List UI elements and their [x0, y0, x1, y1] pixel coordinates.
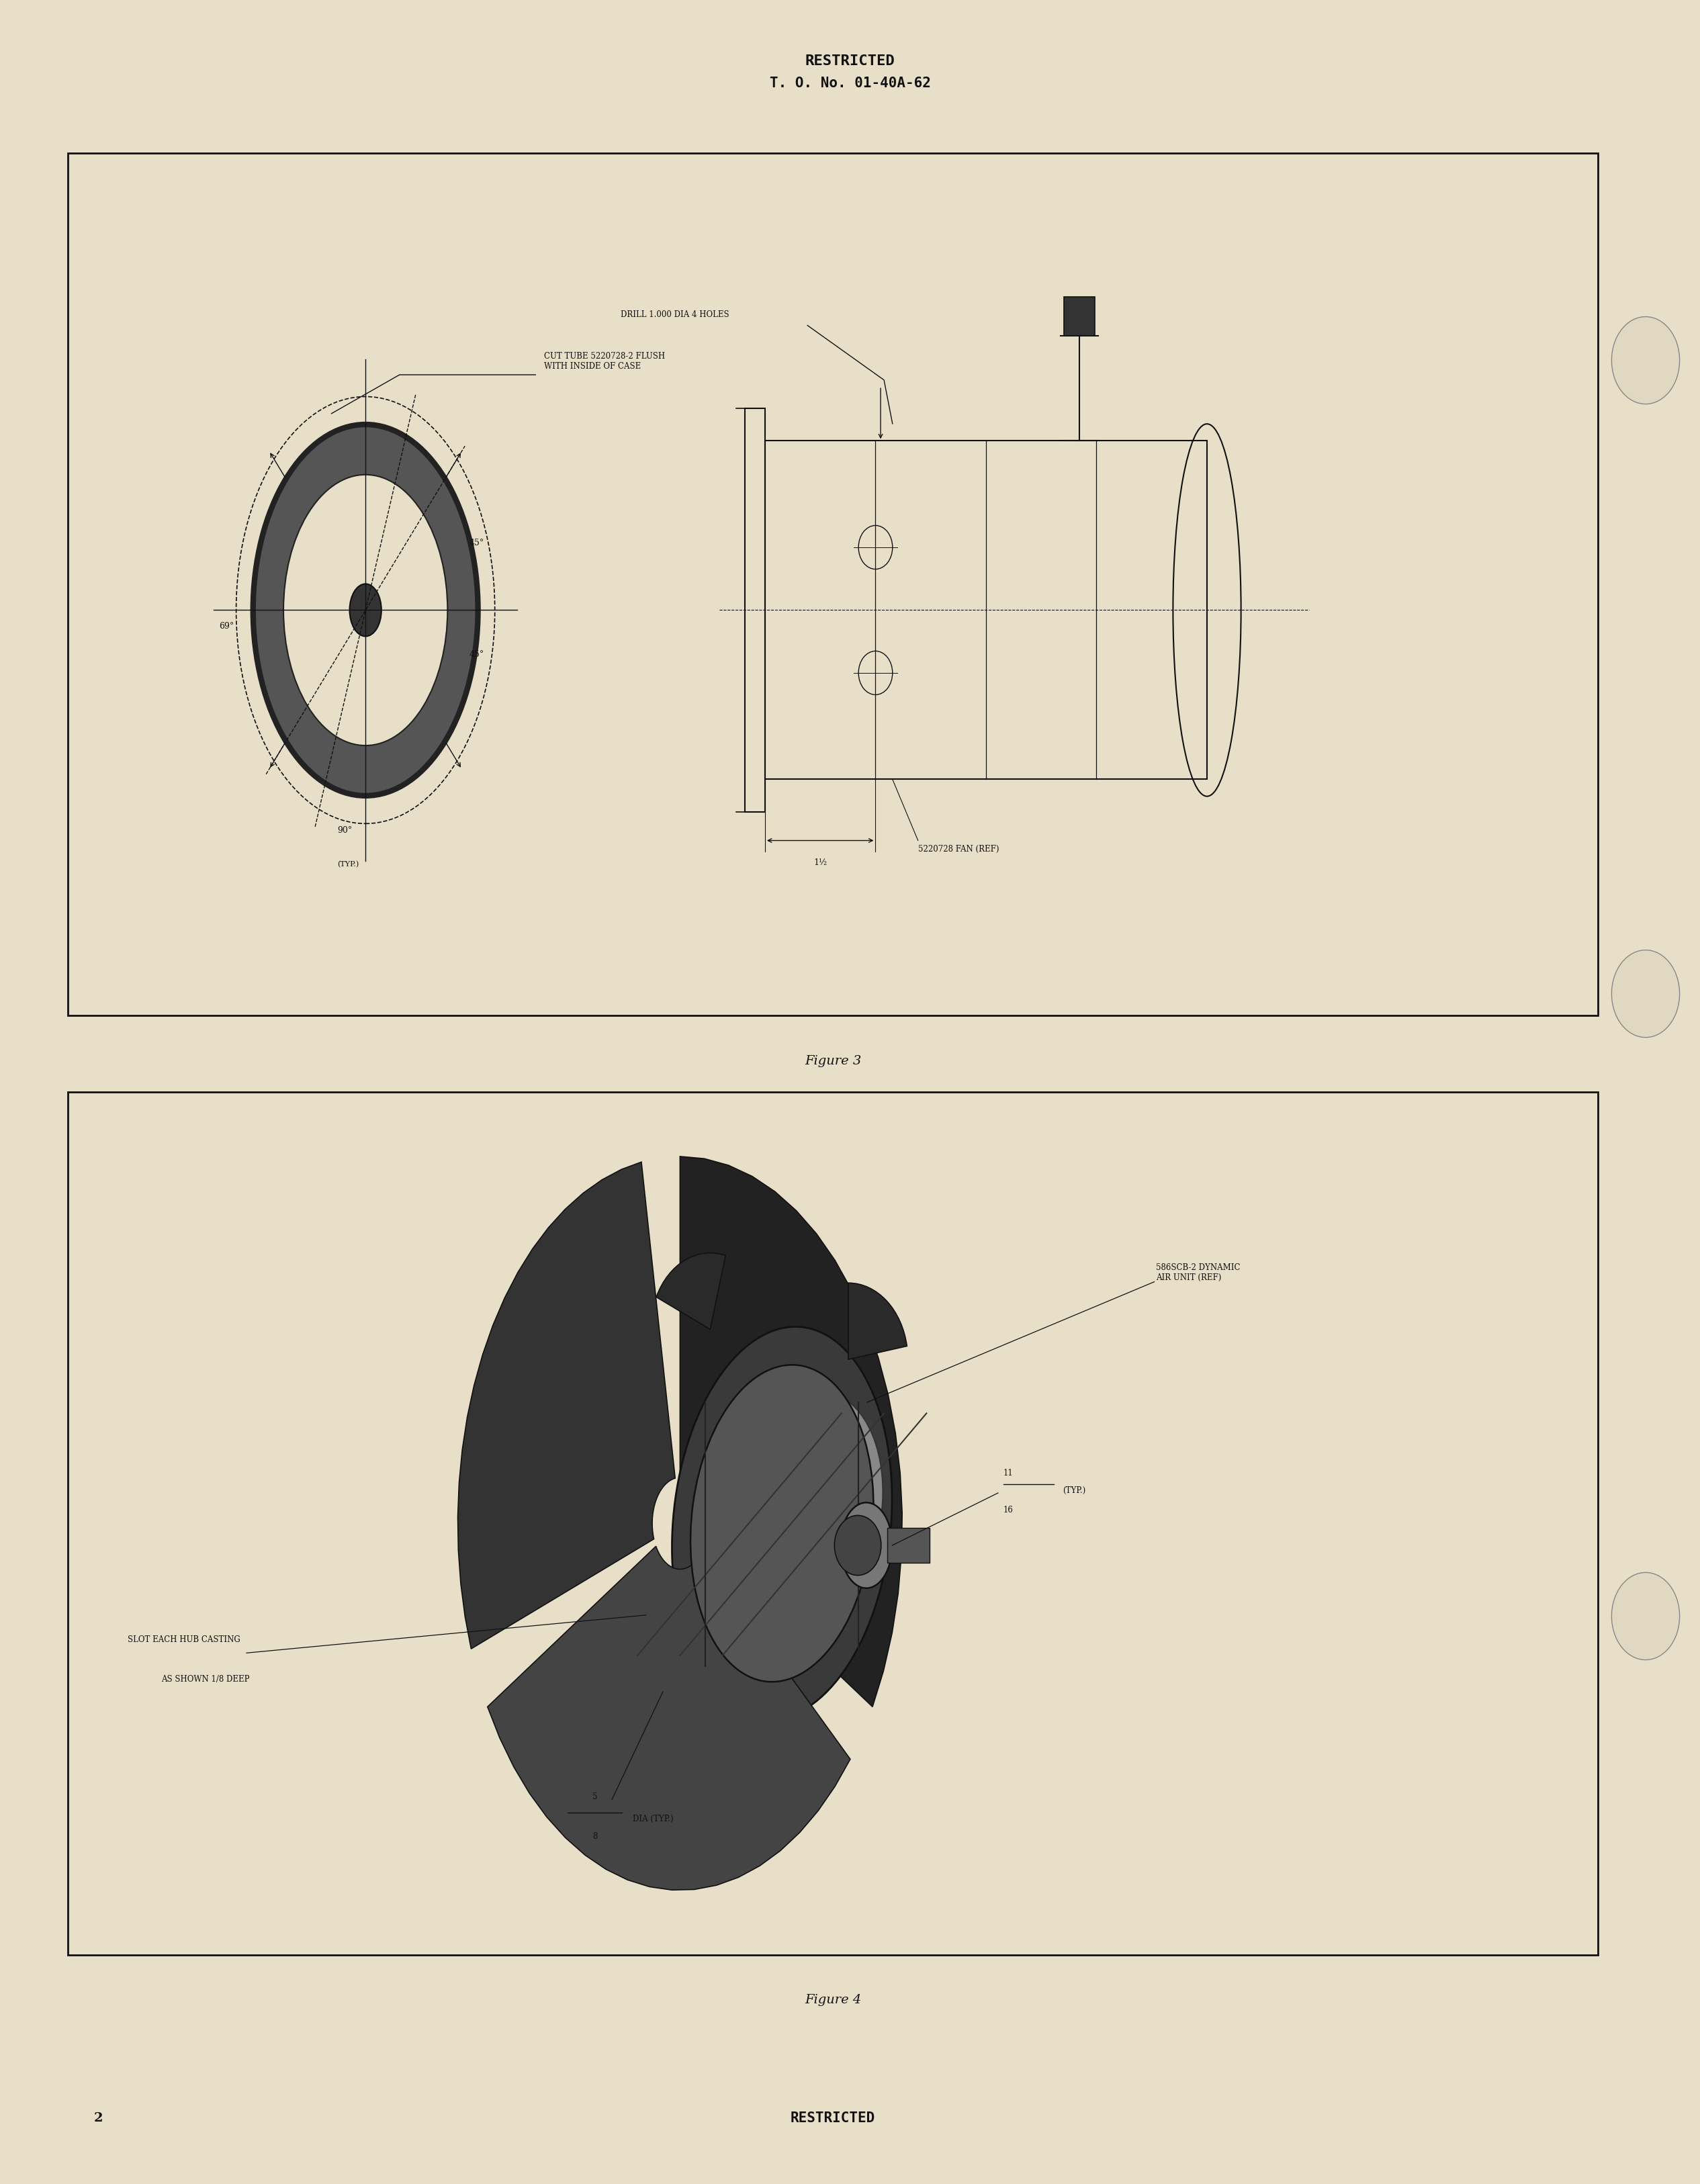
Bar [68, 153, 1598, 1016]
Bar [1064, 297, 1095, 336]
Text: RESTRICTED: RESTRICTED [790, 2112, 876, 2125]
Text: (TYP.): (TYP.) [1062, 1487, 1086, 1496]
Text: 11: 11 [1003, 1470, 1013, 1479]
Text: 45°: 45° [469, 539, 484, 548]
Text: 1½: 1½ [814, 858, 826, 867]
Text: Figure 4: Figure 4 [804, 1994, 862, 2007]
Text: 45°: 45° [469, 651, 484, 660]
Text: 5220728 FAN (REF): 5220728 FAN (REF) [918, 845, 1000, 854]
Ellipse shape [284, 474, 447, 745]
Text: 2: 2 [94, 2112, 102, 2125]
Ellipse shape [840, 1503, 893, 1588]
Text: DRILL 1.000 DIA 4 HOLES: DRILL 1.000 DIA 4 HOLES [620, 310, 729, 319]
Bar [745, 408, 765, 812]
Bar [765, 441, 1207, 780]
Circle shape [835, 1516, 881, 1575]
Polygon shape [680, 1158, 903, 1708]
Text: 90°: 90° [337, 826, 352, 834]
Ellipse shape [350, 583, 381, 636]
Ellipse shape [750, 1391, 882, 1612]
Polygon shape [488, 1546, 850, 1889]
Text: AS SHOWN 1/8 DEEP: AS SHOWN 1/8 DEEP [162, 1675, 250, 1684]
Text: (TYP.): (TYP.) [337, 860, 359, 867]
Text: RESTRICTED: RESTRICTED [806, 55, 894, 68]
Bar [887, 1529, 930, 1564]
Ellipse shape [690, 1365, 874, 1682]
Wedge shape [848, 1282, 906, 1358]
Text: CUT TUBE 5220728-2 FLUSH
WITH INSIDE OF CASE: CUT TUBE 5220728-2 FLUSH WITH INSIDE OF … [544, 352, 665, 371]
Circle shape [1612, 950, 1680, 1037]
Ellipse shape [253, 424, 478, 795]
Text: T. O. No. 01-40A-62: T. O. No. 01-40A-62 [770, 76, 930, 90]
Text: 5: 5 [593, 1793, 597, 1802]
Ellipse shape [672, 1326, 893, 1721]
Text: 8: 8 [593, 1832, 597, 1841]
Text: SLOT EACH HUB CASTING: SLOT EACH HUB CASTING [128, 1636, 240, 1645]
Bar [68, 1092, 1598, 1955]
Text: 16: 16 [1003, 1507, 1013, 1516]
Polygon shape [457, 1162, 675, 1649]
Wedge shape [656, 1254, 726, 1330]
Text: Figure 3: Figure 3 [804, 1055, 862, 1068]
Text: DIA (TYP.): DIA (TYP.) [632, 1815, 673, 1824]
Circle shape [1612, 1572, 1680, 1660]
Circle shape [1612, 317, 1680, 404]
Text: 586SCB-2 DYNAMIC
AIR UNIT (REF): 586SCB-2 DYNAMIC AIR UNIT (REF) [1156, 1262, 1241, 1282]
Text: 69°: 69° [219, 622, 235, 631]
